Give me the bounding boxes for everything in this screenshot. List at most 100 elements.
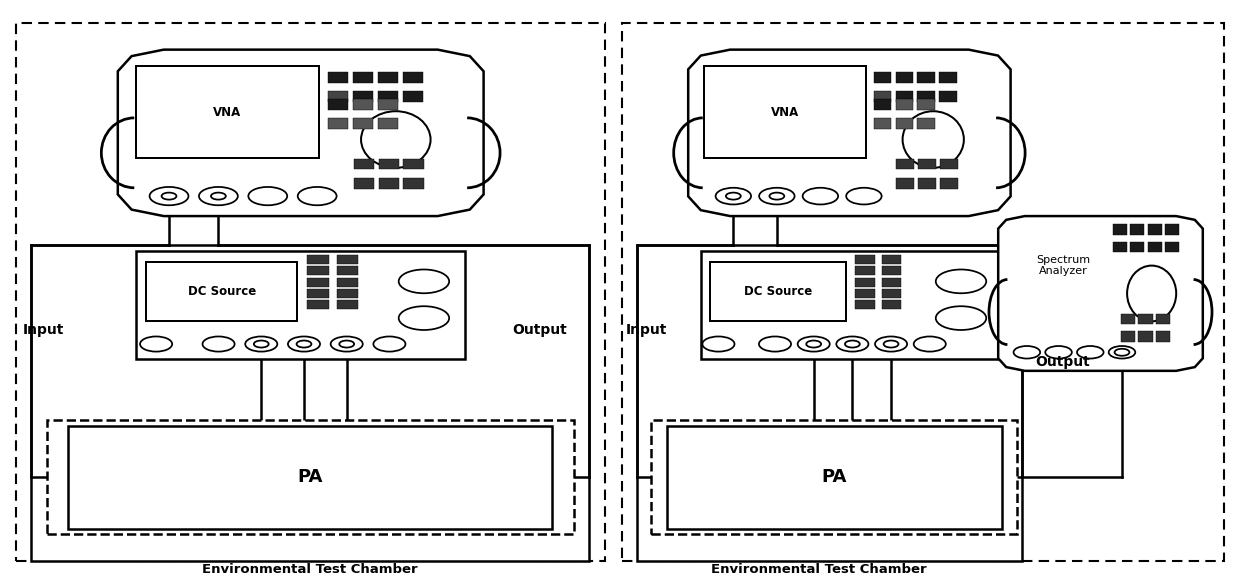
Circle shape — [202, 336, 234, 352]
Bar — [1121, 331, 1136, 342]
Bar — [337, 289, 358, 298]
Bar — [353, 178, 374, 189]
Bar — [329, 99, 348, 110]
Bar — [308, 266, 329, 276]
Circle shape — [875, 336, 908, 352]
Circle shape — [797, 336, 830, 352]
Bar — [353, 91, 373, 102]
Circle shape — [914, 336, 946, 352]
Bar — [897, 159, 914, 169]
Bar — [873, 91, 892, 102]
Bar — [1164, 224, 1179, 235]
Bar — [873, 72, 892, 83]
Bar — [47, 420, 574, 534]
Circle shape — [288, 336, 320, 352]
Bar — [308, 300, 329, 310]
Circle shape — [846, 188, 882, 204]
Bar — [709, 262, 847, 321]
Text: Output: Output — [1035, 355, 1090, 369]
Bar — [353, 118, 373, 128]
Bar — [918, 99, 935, 110]
Bar — [378, 118, 398, 128]
Text: PA: PA — [298, 468, 322, 486]
Bar — [1156, 331, 1171, 342]
Bar — [136, 251, 465, 359]
Circle shape — [836, 336, 868, 352]
Circle shape — [373, 336, 405, 352]
Bar — [622, 23, 1224, 561]
Bar — [378, 72, 398, 83]
Circle shape — [759, 188, 795, 204]
Bar — [16, 23, 605, 561]
Circle shape — [1078, 346, 1104, 359]
Circle shape — [298, 187, 336, 205]
Bar — [403, 91, 423, 102]
Bar — [378, 178, 399, 189]
Bar — [1130, 224, 1145, 235]
Circle shape — [198, 187, 238, 205]
Text: Environmental Test Chamber: Environmental Test Chamber — [202, 563, 418, 576]
Bar — [378, 99, 398, 110]
Circle shape — [884, 340, 899, 347]
Bar — [1121, 314, 1136, 325]
Bar — [308, 289, 329, 298]
Circle shape — [248, 187, 288, 205]
Circle shape — [150, 187, 188, 205]
Circle shape — [725, 193, 740, 200]
Bar — [337, 255, 358, 264]
Polygon shape — [998, 216, 1203, 371]
Circle shape — [769, 193, 785, 200]
Bar — [403, 178, 424, 189]
Bar — [1147, 224, 1162, 235]
Circle shape — [702, 336, 734, 352]
Bar — [895, 118, 913, 128]
Bar — [895, 72, 913, 83]
Circle shape — [1013, 346, 1040, 359]
Bar — [308, 255, 329, 264]
Circle shape — [802, 188, 838, 204]
Circle shape — [140, 336, 172, 352]
Bar — [940, 159, 957, 169]
Bar — [651, 420, 1017, 534]
Bar — [882, 255, 901, 264]
Bar — [1130, 242, 1145, 252]
Bar — [918, 159, 936, 169]
Bar — [329, 72, 348, 83]
Circle shape — [246, 336, 278, 352]
Circle shape — [1109, 346, 1136, 359]
Circle shape — [936, 306, 986, 330]
Circle shape — [254, 340, 269, 347]
Circle shape — [399, 269, 449, 293]
Bar — [337, 277, 358, 287]
Ellipse shape — [361, 111, 430, 168]
Bar — [68, 426, 552, 529]
Bar — [353, 159, 374, 169]
Text: Environmental Test Chamber: Environmental Test Chamber — [711, 563, 926, 576]
Polygon shape — [118, 50, 484, 216]
Bar — [856, 266, 874, 276]
Ellipse shape — [903, 111, 963, 168]
Text: DC Source: DC Source — [187, 285, 255, 298]
Polygon shape — [688, 50, 1011, 216]
Text: Input: Input — [626, 323, 667, 337]
Circle shape — [759, 336, 791, 352]
Bar — [856, 277, 874, 287]
Bar — [1138, 331, 1153, 342]
Bar — [918, 72, 935, 83]
Bar — [337, 266, 358, 276]
Text: PA: PA — [822, 468, 847, 486]
Circle shape — [1115, 349, 1130, 356]
Bar — [31, 245, 589, 561]
Bar — [308, 277, 329, 287]
Circle shape — [296, 340, 311, 347]
Bar — [378, 159, 399, 169]
Circle shape — [211, 193, 226, 200]
Bar — [136, 67, 319, 158]
Bar — [882, 289, 901, 298]
Circle shape — [340, 340, 355, 347]
Bar — [353, 72, 373, 83]
Bar — [329, 91, 348, 102]
Bar — [856, 300, 874, 310]
Bar — [882, 266, 901, 276]
Bar — [667, 426, 1002, 529]
